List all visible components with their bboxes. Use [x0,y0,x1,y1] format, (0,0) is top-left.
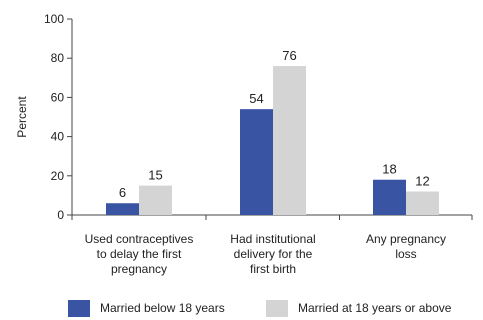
x-category-label-0-line-1: to delay the first [97,247,182,261]
y-axis-title: Percent [15,96,29,138]
x-category-label-2-line-0: Any pregnancy [366,232,446,246]
bar-series-1-cat-0 [139,185,172,215]
x-category-label-0-line-2: pregnancy [111,262,167,276]
bar-chart: 0 20 40 60 80 100 Percent 6 54 18 15 76 12 Used contr… [15,12,473,276]
data-label-series-0-cat-0: 6 [119,185,126,200]
y-tick-label-4: 80 [51,51,65,65]
x-category-label-1: Had institutional delivery for the first b… [230,232,315,276]
legend-swatch-series-1 [266,299,288,317]
x-category-label-2: Any pregnancy loss [366,232,446,261]
data-label-series-0-cat-2: 18 [382,162,396,177]
legend-item-series-0: Married below 18 years [68,299,225,317]
bar-series-0-cat-2 [373,179,406,215]
bar-series-1-cat-2 [406,191,439,215]
data-label-series-1-cat-0: 15 [148,168,162,183]
bar-series-0-cat-1 [240,109,273,215]
y-tick-label-5: 100 [44,12,64,26]
y-tick-label-2: 40 [51,130,65,144]
legend-item-series-1: Married at 18 years or above [266,299,451,317]
bar-series-0-cat-0 [106,203,139,215]
x-category-label-2-line-1: loss [395,247,416,261]
data-label-series-0-cat-1: 54 [249,91,263,106]
legend-swatch-series-0 [68,299,90,317]
bar-series-1-cat-1 [273,66,306,215]
y-tick-label-3: 60 [51,90,65,104]
data-label-series-1-cat-2: 12 [415,173,429,188]
y-tick-label-0: 0 [57,208,64,222]
x-category-label-1-line-1: delivery for the [234,247,313,261]
x-category-label-1-line-0: Had institutional [230,232,315,246]
x-category-label-1-line-2: first birth [250,262,296,276]
x-category-label-0-line-0: Used contraceptives [85,232,194,246]
x-category-label-0: Used contraceptives to delay the first pre… [85,232,194,276]
data-label-series-1-cat-1: 76 [282,48,296,63]
y-tick-label-1: 20 [51,169,65,183]
legend-label-series-1: Married at 18 years or above [298,301,452,315]
legend-label-series-0: Married below 18 years [100,301,225,315]
